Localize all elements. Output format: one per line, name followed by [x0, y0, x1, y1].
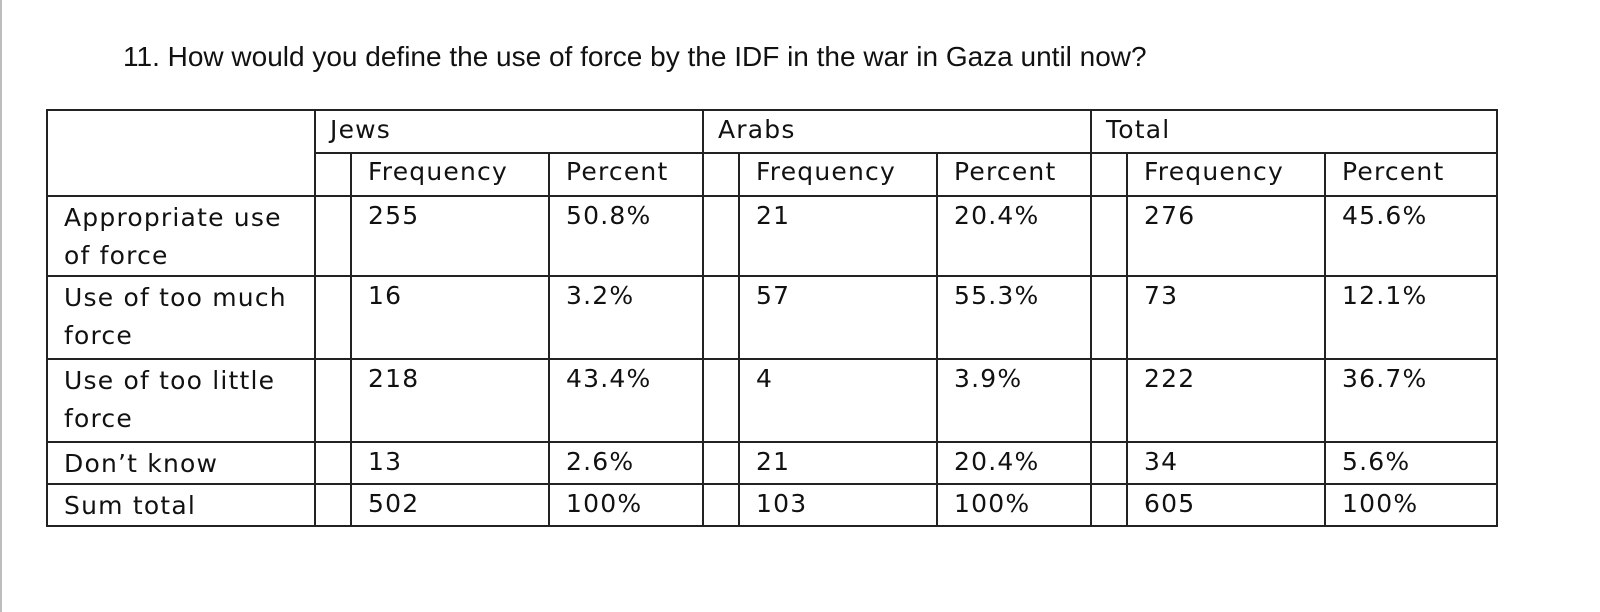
- cell-jews-frequency: 255: [350, 195, 550, 277]
- group-header-total: Total: [1090, 109, 1498, 154]
- cell-total-frequency: 605: [1126, 483, 1326, 527]
- spacer-cell: [702, 275, 740, 360]
- row-label: Appropriate use of force: [46, 195, 316, 277]
- cell-jews-percent: 43.4%: [548, 358, 704, 443]
- row-label: Don’t know: [46, 441, 316, 485]
- cell-total-percent: 12.1%: [1324, 275, 1498, 360]
- row-label: Sum total: [46, 483, 316, 527]
- cell-total-percent: 36.7%: [1324, 358, 1498, 443]
- cell-arabs-frequency: 103: [738, 483, 938, 527]
- spacer-cell: [702, 358, 740, 443]
- cell-total-frequency: 276: [1126, 195, 1326, 277]
- subheader-jews-frequency: Frequency: [350, 152, 550, 197]
- cell-arabs-percent: 20.4%: [936, 441, 1092, 485]
- spacer-cell: [702, 483, 740, 527]
- cell-arabs-frequency: 4: [738, 358, 938, 443]
- subheader-arabs-frequency: Frequency: [738, 152, 938, 197]
- cell-arabs-percent: 100%: [936, 483, 1092, 527]
- cell-arabs-frequency: 57: [738, 275, 938, 360]
- cell-jews-percent: 100%: [548, 483, 704, 527]
- cell-jews-percent: 2.6%: [548, 441, 704, 485]
- spacer-cell: [314, 358, 352, 443]
- subheader-total-frequency: Frequency: [1126, 152, 1326, 197]
- table-row: Sum total 502 100% 103 100% 605 100%: [46, 483, 1498, 527]
- cell-jews-frequency: 502: [350, 483, 550, 527]
- spacer-cell: [1090, 358, 1128, 443]
- spacer-cell: [1090, 483, 1128, 527]
- cell-total-percent: 5.6%: [1324, 441, 1498, 485]
- cell-jews-percent: 50.8%: [548, 195, 704, 277]
- cell-jews-frequency: 218: [350, 358, 550, 443]
- spacer-cell: [1090, 152, 1128, 197]
- group-header-arabs: Arabs: [702, 109, 1092, 154]
- survey-results-table: Jews Arabs Total Frequency Percent Frequ…: [46, 109, 1498, 527]
- spacer-cell: [314, 275, 352, 360]
- cell-jews-frequency: 13: [350, 441, 550, 485]
- spacer-cell: [314, 152, 352, 197]
- spacer-cell: [1090, 195, 1128, 277]
- cell-arabs-frequency: 21: [738, 441, 938, 485]
- spacer-cell: [702, 441, 740, 485]
- subheader-arabs-percent: Percent: [936, 152, 1092, 197]
- cell-total-frequency: 34: [1126, 441, 1326, 485]
- group-header-row: Jews Arabs Total: [46, 109, 1498, 197]
- cell-jews-frequency: 16: [350, 275, 550, 360]
- subheader-jews-percent: Percent: [548, 152, 704, 197]
- cell-total-frequency: 222: [1126, 358, 1326, 443]
- table-row: Use of too much force 16 3.2% 57 55.3% 7…: [46, 275, 1498, 360]
- spacer-cell: [702, 152, 740, 197]
- corner-cell: [46, 109, 316, 197]
- cell-total-percent: 45.6%: [1324, 195, 1498, 277]
- cell-arabs-percent: 55.3%: [936, 275, 1092, 360]
- subheader-total-percent: Percent: [1324, 152, 1498, 197]
- spacer-cell: [314, 195, 352, 277]
- table-row: Use of too little force 218 43.4% 4 3.9%…: [46, 358, 1498, 443]
- spacer-cell: [314, 483, 352, 527]
- row-label: Use of too little force: [46, 358, 316, 443]
- cell-total-frequency: 73: [1126, 275, 1326, 360]
- spacer-cell: [702, 195, 740, 277]
- cell-arabs-frequency: 21: [738, 195, 938, 277]
- group-header-jews: Jews: [314, 109, 704, 154]
- cell-arabs-percent: 3.9%: [936, 358, 1092, 443]
- cell-jews-percent: 3.2%: [548, 275, 704, 360]
- table-row: Appropriate use of force 255 50.8% 21 20…: [46, 195, 1498, 277]
- spacer-cell: [1090, 275, 1128, 360]
- row-label: Use of too much force: [46, 275, 316, 360]
- spacer-cell: [1090, 441, 1128, 485]
- subheader-row: Frequency Percent Frequency Percent Freq…: [47, 152, 1498, 197]
- cell-arabs-percent: 20.4%: [936, 195, 1092, 277]
- spacer-cell: [314, 441, 352, 485]
- cell-total-percent: 100%: [1324, 483, 1498, 527]
- question-title: 11. How would you define the use of forc…: [123, 41, 1147, 72]
- table-row: Don’t know 13 2.6% 21 20.4% 34 5.6%: [46, 441, 1498, 485]
